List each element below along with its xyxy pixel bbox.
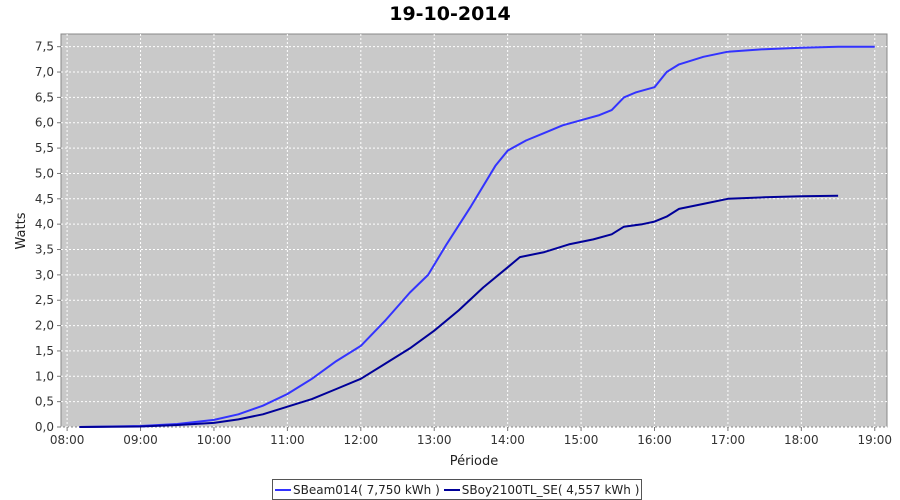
y-axis: 0,0 0,5 1,0 1,5 2,0 2,5 3,0 3,5 4,0 4,5 5,0 5,5 6,0 6…: [35, 40, 61, 434]
y-tick-label: 3,5: [35, 243, 54, 257]
y-tick-label: 1,0: [35, 369, 54, 383]
y-tick-label: 4,5: [35, 192, 54, 206]
y-tick-label: 0,0: [35, 420, 54, 434]
x-tick-label: 19:00: [857, 433, 892, 447]
series-lines: [79, 45, 875, 428]
x-tick-label: 17:00: [711, 433, 746, 447]
y-tick-label: 2,5: [35, 293, 54, 307]
x-tick-label: 10:00: [197, 433, 232, 447]
legend-item-sboy: SBoy2100TL_SE( 4,557 kWh ): [442, 483, 642, 497]
x-tick-label: 14:00: [490, 433, 525, 447]
x-axis: 08:00 09:00 10:00 11:00 12:00 13:00 14:00 15:00…: [50, 427, 892, 447]
x-tick-label: 18:00: [784, 433, 819, 447]
y-tick-label: 6,0: [35, 116, 54, 130]
y-tick-label: 6,5: [35, 90, 54, 104]
y-tick-label: 4,0: [35, 217, 54, 231]
x-tick-label: 12:00: [344, 433, 379, 447]
x-tick-label: 09:00: [123, 433, 158, 447]
y-axis-label: Watts: [14, 212, 29, 249]
y-tick-label: 3,0: [35, 268, 54, 282]
x-tick-label: 16:00: [637, 433, 672, 447]
y-tick-label: 0,5: [35, 395, 54, 409]
grid-lines: [61, 34, 887, 428]
y-tick-label: 1,5: [35, 344, 54, 358]
legend: SBeam014( 7,750 kWh ) SBoy2100TL_SE( 4,5…: [272, 479, 643, 500]
legend-swatch-sbeam: [275, 488, 291, 491]
legend-label-sbeam: SBeam014( 7,750 kWh ): [293, 482, 440, 497]
x-tick-label: 08:00: [50, 433, 85, 447]
legend-item-sbeam: SBeam014( 7,750 kWh ): [273, 483, 442, 497]
y-tick-label: 2,0: [35, 319, 54, 333]
series-line-1: [79, 194, 839, 428]
series-line-0: [79, 45, 875, 428]
plot-area: [60, 33, 888, 428]
y-tick-label: 5,5: [35, 141, 54, 155]
x-axis-label: Période: [450, 454, 499, 469]
legend-swatch-sboy: [443, 488, 460, 491]
x-tick-label: 15:00: [564, 433, 599, 447]
x-tick-label: 13:00: [417, 433, 452, 447]
y-tick-label: 7,0: [35, 65, 54, 79]
x-tick-label: 11:00: [270, 433, 305, 447]
y-tick-label: 7,5: [35, 40, 54, 54]
legend-label-sboy: SBoy2100TL_SE( 4,557 kWh ): [461, 482, 640, 497]
y-tick-label: 5,0: [35, 166, 54, 180]
chart-title: 19-10-2014: [389, 3, 511, 25]
